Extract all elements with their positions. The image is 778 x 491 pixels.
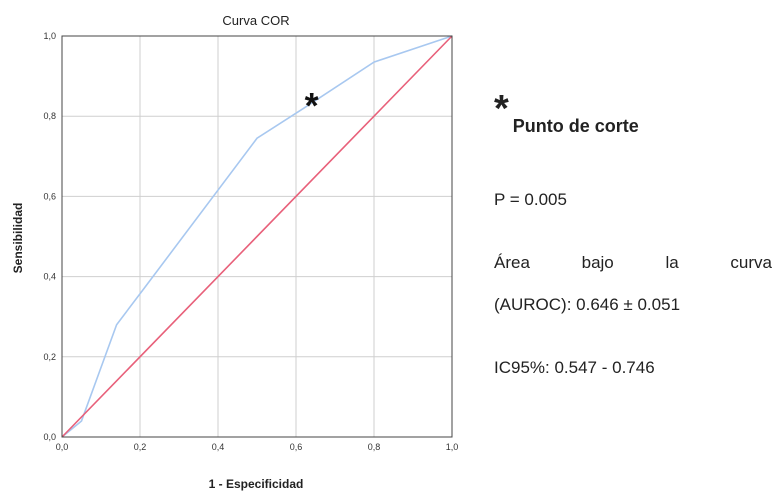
- x-tick-label: 0,4: [212, 442, 225, 452]
- auroc-word: curva: [730, 253, 772, 272]
- y-tick-label: 1,0: [43, 31, 56, 41]
- x-tick-label: 1,0: [446, 442, 459, 452]
- cutoff-label: Punto de corte: [512, 116, 639, 136]
- chart-title: Curva COR: [222, 13, 289, 28]
- y-tick-label: 0,4: [43, 272, 56, 282]
- cutoff-point-marker: *: [305, 85, 319, 126]
- auroc-word: Área: [494, 253, 530, 272]
- plot-frame: [61, 35, 453, 438]
- y-tick-label: 0,8: [43, 111, 56, 121]
- cutoff-marker: *: [494, 88, 509, 130]
- y-tick-label: 0,2: [43, 352, 56, 362]
- reference-diagonal-line: [61, 35, 453, 438]
- x-axis-label: 1 - Especificidad: [209, 477, 304, 491]
- annotations: *: [305, 85, 319, 126]
- ci95: IC95%: 0.547 - 0.746: [494, 358, 655, 377]
- auroc-value: (AUROC): 0.646 ± 0.051: [494, 295, 681, 314]
- grid: [62, 36, 452, 437]
- x-tick-label: 0,6: [290, 442, 303, 452]
- x-tick-label: 0,0: [56, 442, 69, 452]
- y-tick-label: 0,6: [43, 191, 56, 201]
- roc-curve-line: [61, 35, 453, 438]
- x-tick-label: 0,2: [134, 442, 147, 452]
- y-axis-label: Sensibilidad: [11, 203, 25, 274]
- p-value: P = 0.005: [494, 190, 567, 209]
- x-tick-label: 0,8: [368, 442, 381, 452]
- auroc-line1: Área bajo la curva: [494, 253, 772, 273]
- stats-panel: * Punto de corte P = 0.005 Área bajo la …: [494, 90, 774, 377]
- auroc-word: bajo: [581, 253, 614, 272]
- auroc-word: la: [665, 253, 679, 272]
- cutoff-legend: * Punto de corte: [494, 90, 774, 137]
- tick-labels: 0,00,0 0,2 0,2 0,4 0,4 0,6 0,6 0,8 0,8 1,0 1,0: [43, 31, 458, 452]
- roc-chart: Curva COR 0,00,0 0,2 0,2 0,4 0,4 0,6 0,6 0,8 0,8…: [11, 13, 458, 491]
- series-group: [61, 35, 453, 438]
- y-tick-label: 0,0: [43, 432, 56, 442]
